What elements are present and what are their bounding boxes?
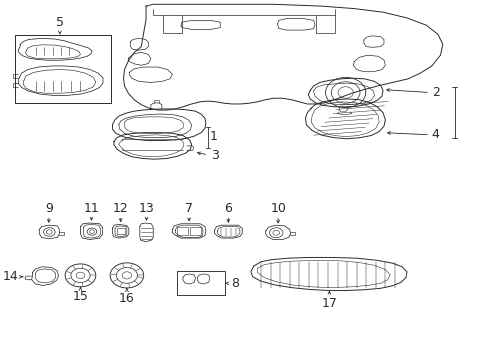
Text: 15: 15 bbox=[72, 291, 88, 303]
Text: 3: 3 bbox=[210, 149, 218, 162]
Text: 10: 10 bbox=[270, 202, 285, 215]
Text: 16: 16 bbox=[119, 292, 135, 305]
Text: 6: 6 bbox=[224, 202, 232, 215]
Bar bbox=[15, 35, 111, 103]
Text: 13: 13 bbox=[139, 202, 154, 215]
Text: 7: 7 bbox=[185, 202, 193, 215]
Text: 2: 2 bbox=[431, 86, 439, 99]
Text: 11: 11 bbox=[83, 202, 99, 215]
Bar bbox=[177, 271, 224, 295]
Text: 17: 17 bbox=[321, 297, 337, 310]
Text: 12: 12 bbox=[113, 202, 128, 215]
Text: 4: 4 bbox=[431, 128, 439, 141]
Text: 8: 8 bbox=[230, 277, 238, 290]
Text: 14: 14 bbox=[2, 270, 18, 283]
Text: 9: 9 bbox=[45, 202, 53, 215]
Text: 1: 1 bbox=[209, 130, 217, 144]
Text: 5: 5 bbox=[56, 17, 64, 30]
